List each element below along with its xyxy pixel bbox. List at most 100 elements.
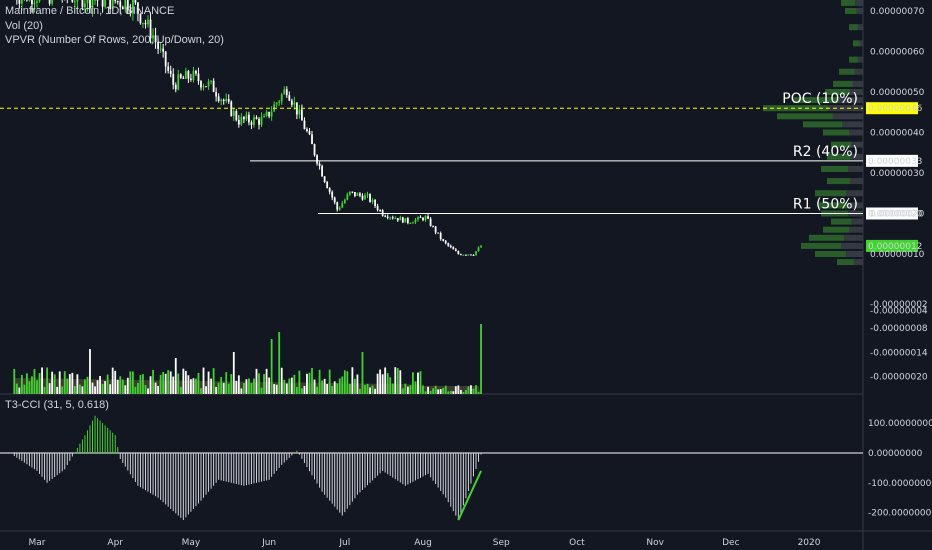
vpvr-row-up [825, 89, 850, 95]
vpvr-row-up [809, 234, 845, 241]
volume-bar [53, 374, 56, 394]
candle-body [169, 70, 172, 75]
cci-tick-label: 0.00000000 [868, 449, 923, 459]
volume-bar [56, 386, 59, 394]
volume-bar [248, 378, 250, 394]
candle-body [144, 22, 147, 25]
volume-bar [308, 372, 311, 394]
x-tick-label: Dec [722, 538, 739, 548]
price-tick-label: 0.00000030 [870, 169, 925, 179]
candle-body [331, 191, 334, 198]
volume-bar [179, 386, 182, 394]
vpvr-row-down [858, 24, 863, 31]
volume-bar [164, 373, 167, 394]
volume-bar [260, 387, 263, 394]
volume-bar [73, 386, 76, 394]
volume-bar [338, 378, 341, 394]
volume-bar [126, 377, 129, 394]
volume-bar [301, 388, 303, 394]
candle-body [419, 216, 422, 218]
cci-trendline [457, 470, 482, 521]
volume-bar [253, 378, 255, 394]
volume-bar [101, 383, 104, 394]
volume-tick-label: -0.00000002 [870, 300, 928, 310]
volume-bar [220, 377, 223, 394]
vpvr-row-up [763, 105, 828, 112]
candle-body [275, 102, 278, 105]
volume-bar [215, 386, 218, 394]
volume-bar [139, 374, 142, 394]
candle-body [401, 217, 404, 223]
candle-body [472, 254, 475, 256]
level-tag: 0.00000020 [868, 210, 923, 220]
candle-body [316, 155, 318, 164]
candle-body [399, 217, 402, 221]
volume-bar [195, 378, 197, 394]
volume-bar [290, 377, 293, 394]
volume-bar [174, 358, 177, 394]
volume-bar [417, 372, 419, 394]
volume-bar [210, 378, 212, 394]
volume-bar [391, 383, 394, 394]
candle-body [253, 117, 255, 125]
vpvr-row-up [777, 113, 833, 120]
volume-bar [442, 387, 445, 394]
vpvr-row-down [847, 202, 863, 209]
candle-body [323, 176, 326, 182]
price-tick-label: 0.00000050 [870, 88, 925, 98]
volume-bar [293, 374, 296, 394]
volume-bar [341, 376, 344, 394]
volume-bar [23, 384, 26, 394]
axis-ticks: 0.00000070 0.00000060 0.00000050 0.00000040… [29, 7, 932, 548]
volume-bar [462, 391, 465, 394]
volume-bar [167, 370, 170, 394]
volume-bar [364, 384, 366, 394]
volume-bar [230, 374, 233, 394]
volume-bar [283, 379, 286, 394]
candle-body [376, 205, 379, 211]
candle-body [442, 239, 445, 241]
volume-bar [182, 368, 185, 394]
vpvr-row-down [838, 97, 863, 104]
volume-bar [376, 373, 379, 394]
volume-bar [242, 383, 245, 394]
volume-bar [89, 349, 91, 394]
candle-body [182, 77, 185, 79]
volume-bar [280, 367, 283, 394]
volume-bar [197, 372, 200, 394]
x-tick-label: Jun [261, 538, 276, 548]
candle-body [444, 240, 447, 244]
volume-bar [119, 376, 122, 394]
vpvr-row-up [803, 121, 842, 128]
candle-body [48, 0, 51, 4]
candle-body [242, 116, 245, 120]
vpvr-row-up [823, 226, 849, 233]
cci-tick-label: 100.00000000 [868, 419, 932, 429]
candle-body [432, 226, 435, 228]
vpvr-row-down [844, 234, 863, 241]
volume-bar [142, 374, 144, 394]
vpvr-row-down [852, 80, 863, 87]
volume-bar [359, 388, 361, 394]
candle-body [38, 0, 41, 2]
candle-body [217, 96, 220, 102]
candle-body [258, 119, 260, 125]
vpvr-row-up [841, 0, 856, 6]
candle-body [190, 78, 192, 80]
candle-body [391, 217, 394, 219]
candle-body [268, 111, 271, 117]
candle-body [197, 73, 200, 82]
candle-body [265, 111, 268, 116]
candle-body [285, 89, 288, 96]
volume-bar [134, 386, 137, 394]
candle-body [154, 35, 157, 43]
candle-body [167, 66, 170, 71]
vpvr-row-down [848, 165, 863, 172]
vpvr-row-up [849, 56, 859, 63]
volume-bar [285, 383, 288, 394]
volume-bar [58, 371, 61, 394]
volume-bar [343, 370, 346, 394]
candle-body [321, 165, 323, 177]
volume-bar [187, 375, 190, 394]
volume-bar [366, 383, 369, 394]
